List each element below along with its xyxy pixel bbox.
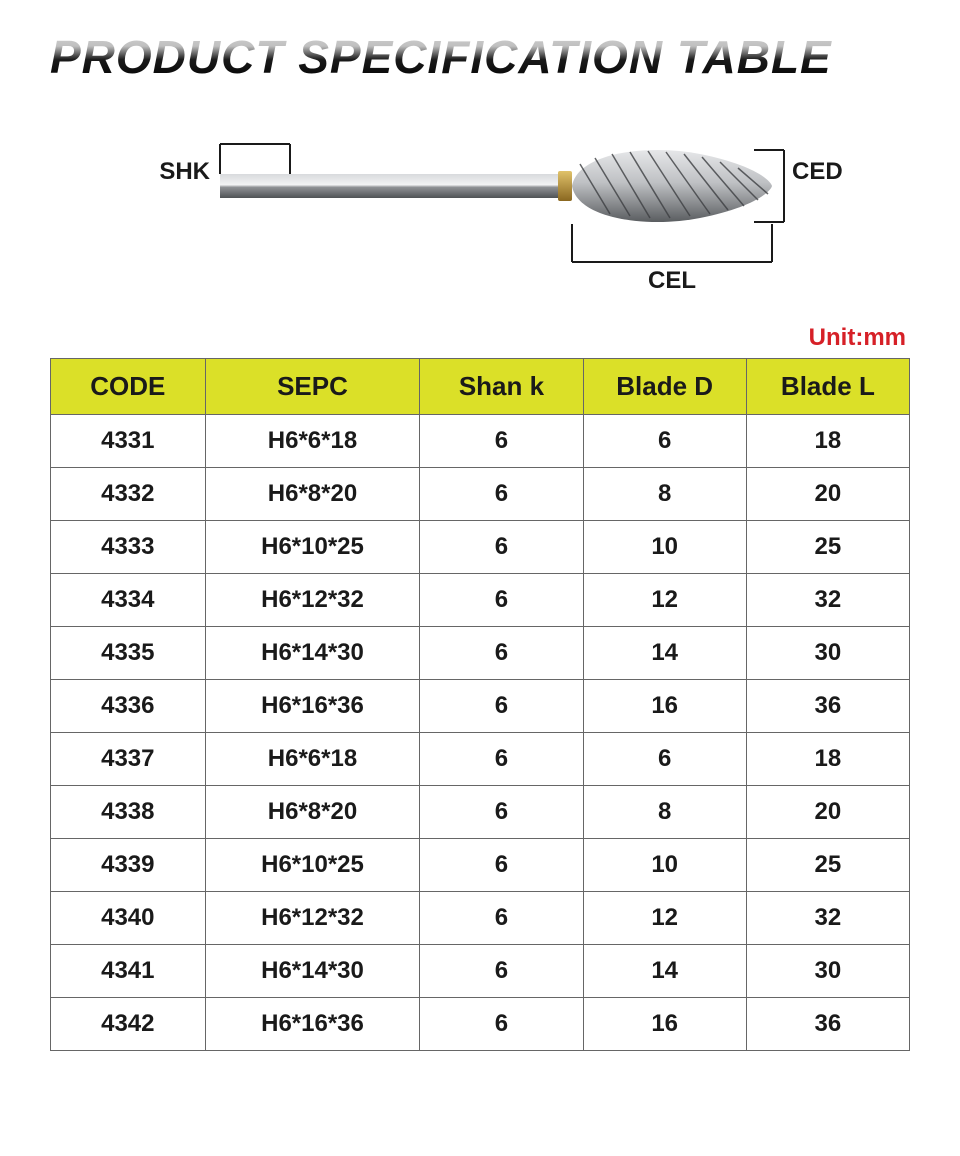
table-cell: H6*16*36	[205, 680, 420, 733]
table-cell: 4331	[51, 415, 206, 468]
table-cell: 14	[583, 945, 746, 998]
table-cell: 6	[583, 415, 746, 468]
table-row: 4339H6*10*2561025	[51, 839, 910, 892]
table-row: 4332H6*8*206820	[51, 468, 910, 521]
table-cell: 8	[583, 468, 746, 521]
table-cell: 12	[583, 892, 746, 945]
cel-label: CEL	[648, 267, 696, 294]
table-cell: 30	[746, 945, 909, 998]
table-cell: H6*14*30	[205, 945, 420, 998]
table-cell: H6*12*32	[205, 574, 420, 627]
table-row: 4337H6*6*186618	[51, 733, 910, 786]
table-cell: H6*16*36	[205, 998, 420, 1051]
table-cell: 6	[420, 574, 583, 627]
table-cell: 6	[420, 839, 583, 892]
table-cell: 6	[583, 733, 746, 786]
table-row: 4342H6*16*3661636	[51, 998, 910, 1051]
table-cell: 20	[746, 468, 909, 521]
table-cell: 36	[746, 680, 909, 733]
unit-label: Unit:mm	[50, 324, 910, 352]
table-cell: 20	[746, 786, 909, 839]
table-cell: 6	[420, 786, 583, 839]
table-cell: 4338	[51, 786, 206, 839]
table-cell: 6	[420, 998, 583, 1051]
table-cell: 6	[420, 468, 583, 521]
table-cell: 6	[420, 521, 583, 574]
table-cell: 32	[746, 574, 909, 627]
spec-table: CODE SEPC Shan k Blade D Blade L 4331H6*…	[50, 358, 910, 1051]
shk-label: SHK	[159, 158, 210, 185]
table-cell: 25	[746, 839, 909, 892]
table-cell: 14	[583, 627, 746, 680]
table-cell: 32	[746, 892, 909, 945]
table-cell: 18	[746, 733, 909, 786]
table-cell: 4337	[51, 733, 206, 786]
table-cell: 25	[746, 521, 909, 574]
table-cell: 4335	[51, 627, 206, 680]
page-title: PRODUCT SPECIFICATION TABLE	[50, 30, 910, 84]
table-cell: 4336	[51, 680, 206, 733]
table-cell: H6*6*18	[205, 733, 420, 786]
table-cell: H6*8*20	[205, 786, 420, 839]
table-cell: H6*8*20	[205, 468, 420, 521]
col-code: CODE	[51, 359, 206, 415]
table-cell: H6*14*30	[205, 627, 420, 680]
table-cell: H6*10*25	[205, 839, 420, 892]
table-cell: 6	[420, 627, 583, 680]
table-cell: 6	[420, 892, 583, 945]
table-cell: 4332	[51, 468, 206, 521]
table-cell: 6	[420, 415, 583, 468]
table-row: 4335H6*14*3061430	[51, 627, 910, 680]
col-blade-d: Blade D	[583, 359, 746, 415]
table-cell: 4342	[51, 998, 206, 1051]
table-row: 4340H6*12*3261232	[51, 892, 910, 945]
product-diagram: SHK CED CEL	[50, 124, 910, 294]
table-cell: 30	[746, 627, 909, 680]
table-cell: 10	[583, 839, 746, 892]
table-cell: H6*6*18	[205, 415, 420, 468]
table-cell: 10	[583, 521, 746, 574]
table-cell: 4333	[51, 521, 206, 574]
table-cell: 12	[583, 574, 746, 627]
table-cell: 16	[583, 998, 746, 1051]
table-cell: 4339	[51, 839, 206, 892]
table-cell: 4340	[51, 892, 206, 945]
table-row: 4333H6*10*2561025	[51, 521, 910, 574]
col-shank: Shan k	[420, 359, 583, 415]
col-blade-l: Blade L	[746, 359, 909, 415]
table-row: 4338H6*8*206820	[51, 786, 910, 839]
table-cell: 4334	[51, 574, 206, 627]
table-cell: 36	[746, 998, 909, 1051]
table-cell: H6*10*25	[205, 521, 420, 574]
table-cell: 4341	[51, 945, 206, 998]
table-cell: 16	[583, 680, 746, 733]
ced-label: CED	[792, 158, 843, 185]
table-row: 4334H6*12*3261232	[51, 574, 910, 627]
table-row: 4331H6*6*186618	[51, 415, 910, 468]
table-header-row: CODE SEPC Shan k Blade D Blade L	[51, 359, 910, 415]
table-cell: 6	[420, 733, 583, 786]
table-row: 4336H6*16*3661636	[51, 680, 910, 733]
table-cell: 6	[420, 945, 583, 998]
table-row: 4341H6*14*3061430	[51, 945, 910, 998]
col-sepc: SEPC	[205, 359, 420, 415]
table-cell: 6	[420, 680, 583, 733]
table-cell: 18	[746, 415, 909, 468]
table-cell: H6*12*32	[205, 892, 420, 945]
table-cell: 8	[583, 786, 746, 839]
